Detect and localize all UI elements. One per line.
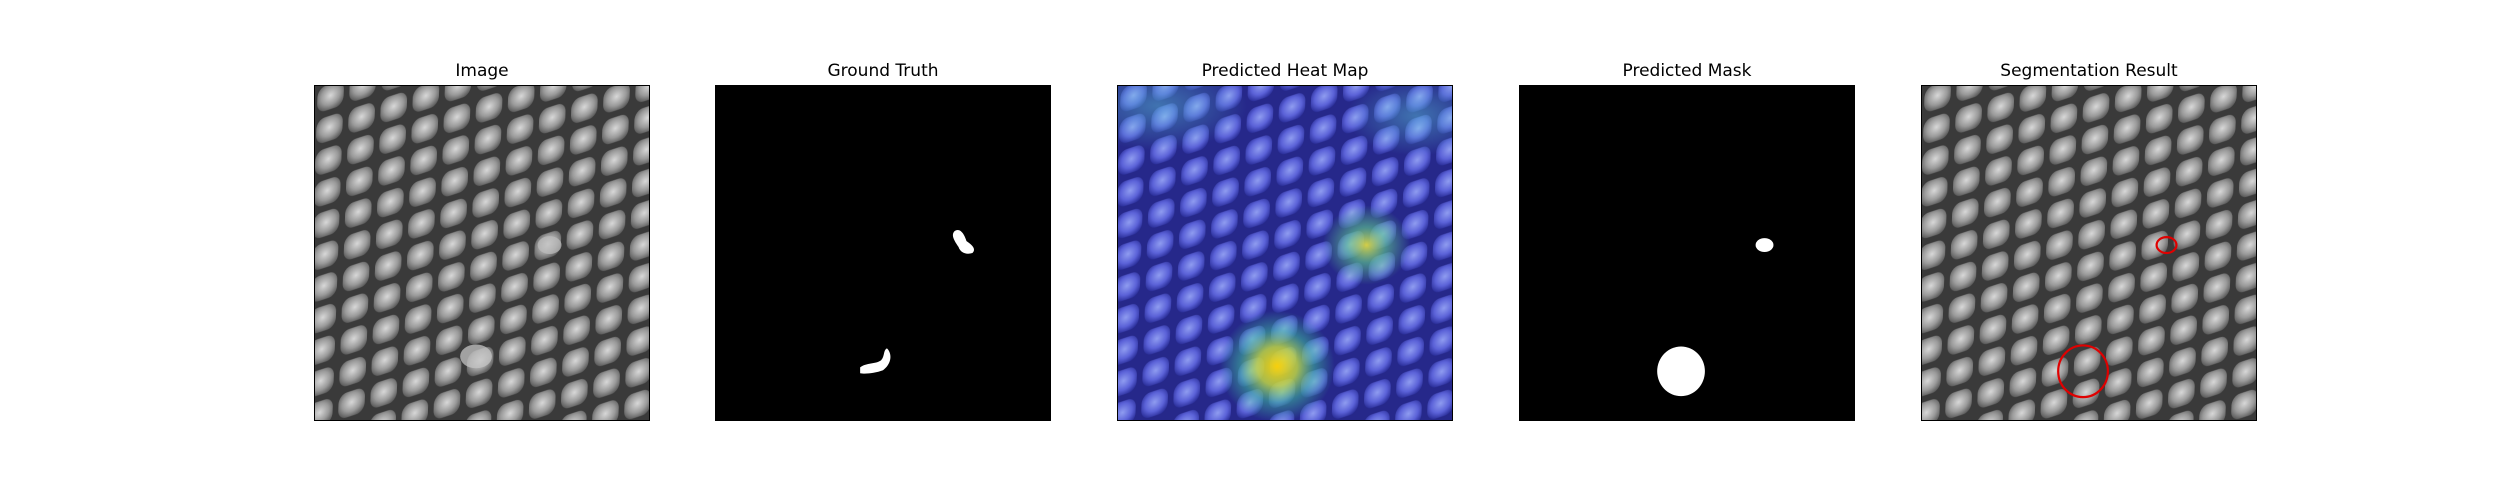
mesh-texture-photo [315, 86, 649, 420]
binary-mask [1520, 86, 1854, 420]
binary-mask [716, 86, 1050, 420]
panel-title-heatmap: Predicted Heat Map [1201, 61, 1369, 81]
pred-defect-upper [1755, 238, 1774, 253]
panel-ground-truth: Ground Truth [715, 58, 1051, 421]
gt-defect-lower [860, 348, 891, 374]
panel-heatmap: Predicted Heat Map [1117, 58, 1453, 421]
contour-overlay [1922, 86, 2256, 420]
panel-title-predicted-mask: Predicted Mask [1622, 61, 1752, 81]
panel-segmentation: Segmentation Result [1921, 58, 2257, 421]
contour-lower [2057, 344, 2109, 399]
heatmap-frame [1117, 85, 1453, 421]
ground-truth-frame [715, 85, 1051, 421]
pred-defect-lower [1657, 346, 1705, 397]
heatmap-overlay [1118, 86, 1452, 420]
panel-predicted-mask: Predicted Mask [1519, 58, 1855, 421]
panel-title-image: Image [455, 61, 509, 81]
panel-title-segmentation: Segmentation Result [2000, 61, 2178, 81]
image-frame [314, 85, 650, 421]
segmentation-frame [1921, 85, 2257, 421]
panel-image: Image [314, 58, 650, 421]
contour-upper [2155, 236, 2178, 255]
gt-defect-upper [952, 230, 975, 254]
panel-title-ground-truth: Ground Truth [827, 61, 939, 81]
predicted-mask-frame [1519, 85, 1855, 421]
